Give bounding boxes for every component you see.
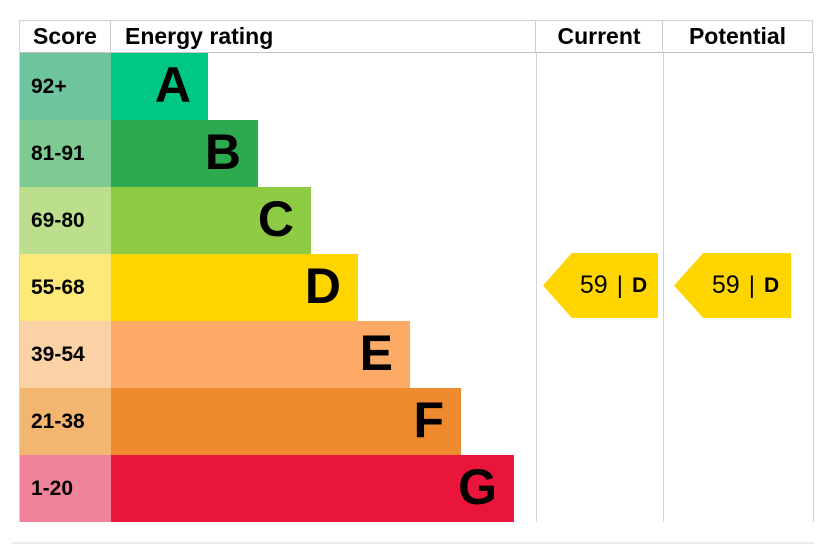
band-letter: B [204,124,241,180]
score-range: 1-20 [20,455,111,522]
current-rating-letter: D [631,273,648,297]
band-rows: 92+ A 81-91 B 69-80 C 55-68 D 39-54 E 21… [20,53,813,522]
band-bar-g: G [111,455,514,522]
potential-rating-arrow: 59 | D [674,253,791,318]
band-bar-c: C [111,187,311,254]
current-column-left-border [536,53,537,522]
band-row-e: 39-54 E [20,321,813,388]
score-range: 69-80 [20,187,111,254]
potential-column-header: Potential [663,21,813,52]
potential-column-left-border [663,53,664,522]
band-bar-e: E [111,321,410,388]
band-row-c: 69-80 C [20,187,813,254]
potential-separator: | [748,271,755,299]
score-range: 39-54 [20,321,111,388]
band-letter: A [154,57,191,113]
band-letter: G [458,459,497,515]
band-row-b: 81-91 B [20,120,813,187]
band-letter: D [304,258,341,314]
potential-score-value: 59 [711,271,740,299]
band-bar-b: B [111,120,258,187]
table-header: Score Energy rating Current Potential [20,20,813,53]
table-right-border [813,53,814,522]
band-letter: F [413,392,444,448]
score-range: 55-68 [20,254,111,321]
band-row-d: 55-68 D [20,254,813,321]
current-score-value: 59 [579,271,608,299]
band-row-f: 21-38 F [20,388,813,455]
band-row-g: 1-20 G [20,455,813,522]
potential-rating-letter: D [763,273,780,297]
energy-rating-column-header: Energy rating [111,21,536,52]
score-range: 81-91 [20,120,111,187]
band-bar-a: A [111,53,208,120]
score-column-header: Score [20,21,111,52]
current-column-header: Current [536,21,663,52]
rating-table: Score Energy rating Current Potential 92… [19,20,814,522]
band-letter: C [257,191,294,247]
band-bar-d: D [111,254,358,321]
score-range: 21-38 [20,388,111,455]
current-separator: | [616,271,623,299]
current-rating-arrow: 59 | D [543,253,658,318]
band-row-a: 92+ A [20,53,813,120]
container-bottom-border [12,542,814,544]
score-range: 92+ [20,53,111,120]
band-letter: E [359,325,393,381]
band-bar-f: F [111,388,461,455]
